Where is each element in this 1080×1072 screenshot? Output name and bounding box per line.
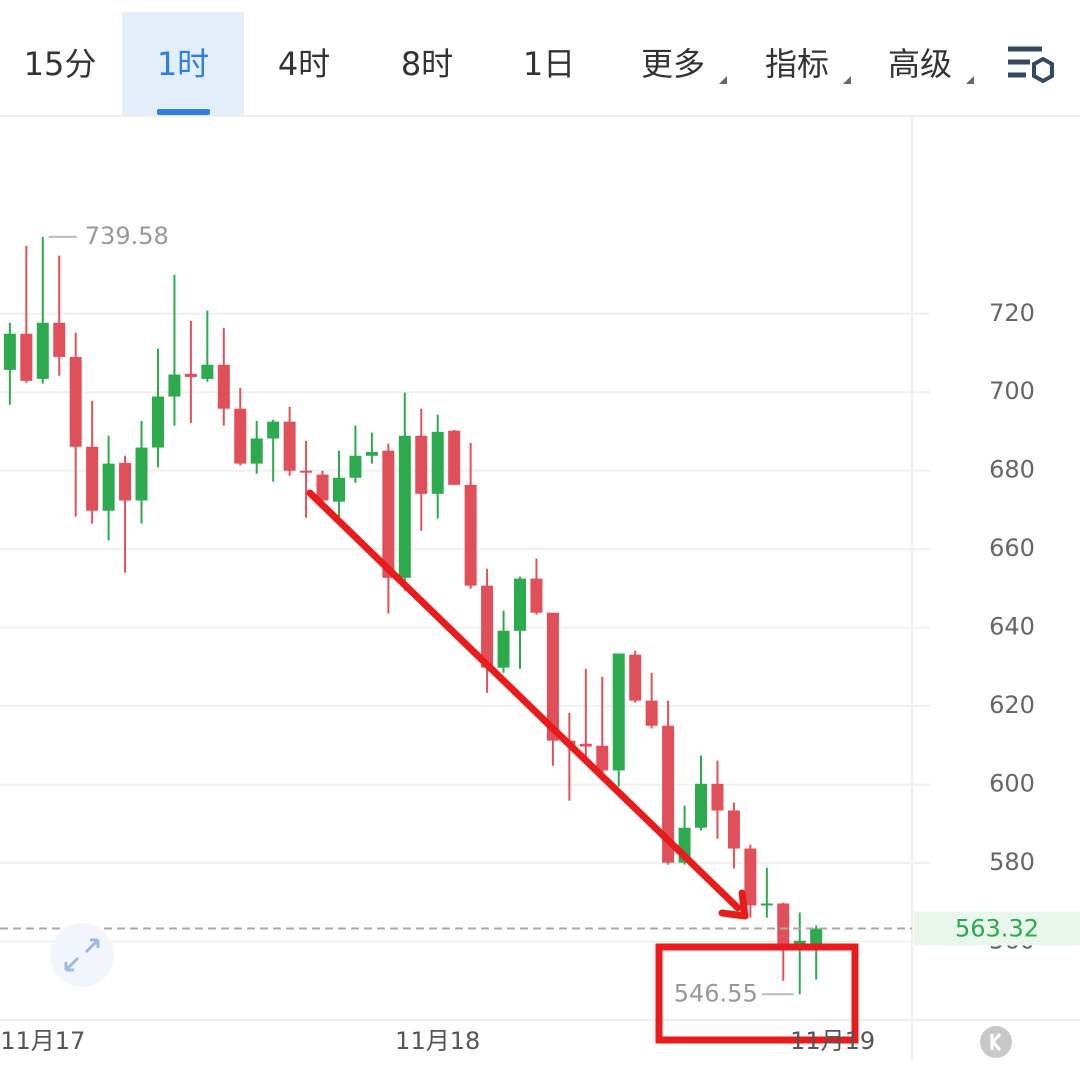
toolbar-tab[interactable]: 更多 (641, 45, 705, 83)
candle-body (612, 653, 625, 771)
candle-body (464, 484, 477, 586)
expand-button[interactable] (50, 923, 114, 987)
candle-body (86, 446, 99, 511)
candle-body (234, 408, 247, 464)
candle-body (267, 421, 280, 439)
candle-body (316, 474, 329, 501)
candle-body (349, 455, 362, 478)
active-tab-underline (157, 109, 210, 115)
candle-body (382, 450, 395, 578)
dropdown-caret (843, 76, 851, 84)
toolbar-tab[interactable]: 1日 (523, 45, 575, 83)
candle-body (481, 585, 494, 668)
candle-body (695, 783, 708, 828)
candle-body (711, 783, 724, 811)
candle-body (530, 578, 543, 613)
y-tick-label: 640 (989, 613, 1035, 641)
x-tick-label: 11月17 (0, 1027, 85, 1055)
candle-body (662, 725, 675, 863)
candle-body (365, 451, 378, 456)
toolbar-tab[interactable]: 15分 (24, 45, 97, 83)
candle-body (217, 364, 230, 409)
candle-body (184, 373, 197, 377)
dropdown-caret (966, 76, 974, 84)
toolbar-tab[interactable]: 高级 (888, 45, 952, 83)
annotation-box (655, 943, 859, 1044)
candle-body (36, 322, 49, 379)
candle-body (151, 396, 164, 448)
candle-body (20, 333, 33, 381)
y-tick-label: 580 (989, 848, 1035, 876)
y-tick-label: 680 (989, 456, 1035, 484)
candle-body (546, 612, 559, 741)
settings-icon[interactable] (1008, 46, 1054, 84)
toolbar-tab[interactable]: 1时 (157, 45, 209, 83)
candle-body (431, 431, 444, 494)
candle-body (645, 700, 658, 726)
candle-body (448, 430, 461, 485)
candle-body (300, 470, 313, 473)
candle-body (514, 578, 526, 631)
x-tick-label: 11月18 (395, 1027, 480, 1055)
candle-body (727, 810, 740, 849)
plot (0, 235, 930, 996)
candle-body (579, 743, 592, 747)
candle-body (135, 447, 148, 501)
candle-body (3, 333, 16, 370)
candle-body (119, 462, 132, 501)
candle-body (398, 435, 411, 578)
candle-body (168, 374, 181, 397)
y-tick-label: 700 (989, 377, 1035, 405)
toolbar-tab[interactable]: 指标 (765, 45, 829, 83)
last-price-label: 563.32 (955, 915, 1039, 943)
candle-body (201, 364, 214, 379)
dropdown-caret (719, 76, 727, 84)
last-price-box (914, 911, 1080, 946)
scroll-back-button[interactable] (980, 1026, 1012, 1058)
candle-body (760, 903, 773, 906)
active-tab-bg (122, 12, 244, 115)
candle-body (777, 903, 790, 946)
candle-body (497, 630, 510, 668)
high-label: 739.58 (85, 222, 169, 250)
candle-body (810, 928, 823, 946)
candle-body (53, 322, 66, 357)
candle-body (629, 654, 642, 701)
y-tick-label: 660 (989, 534, 1035, 562)
candle-body (793, 940, 806, 946)
low-label: 546.55 (674, 979, 758, 1007)
y-tick-label: 600 (989, 770, 1035, 798)
annotation-arrow (306, 489, 749, 920)
candle-body (332, 477, 345, 502)
candle-body (250, 438, 263, 464)
y-tick-label: 720 (989, 299, 1035, 327)
candle-body (744, 848, 757, 906)
x-tick-label: 11月19 (790, 1027, 875, 1055)
toolbar-tab[interactable]: 4时 (278, 45, 330, 83)
candle-body (283, 421, 296, 471)
toolbar-tab[interactable]: 8时 (401, 45, 453, 83)
candle-body (102, 463, 115, 511)
y-tick-label: 620 (989, 691, 1035, 719)
candle-body (596, 745, 609, 771)
candle-body (415, 435, 428, 494)
candle-body (69, 356, 82, 447)
